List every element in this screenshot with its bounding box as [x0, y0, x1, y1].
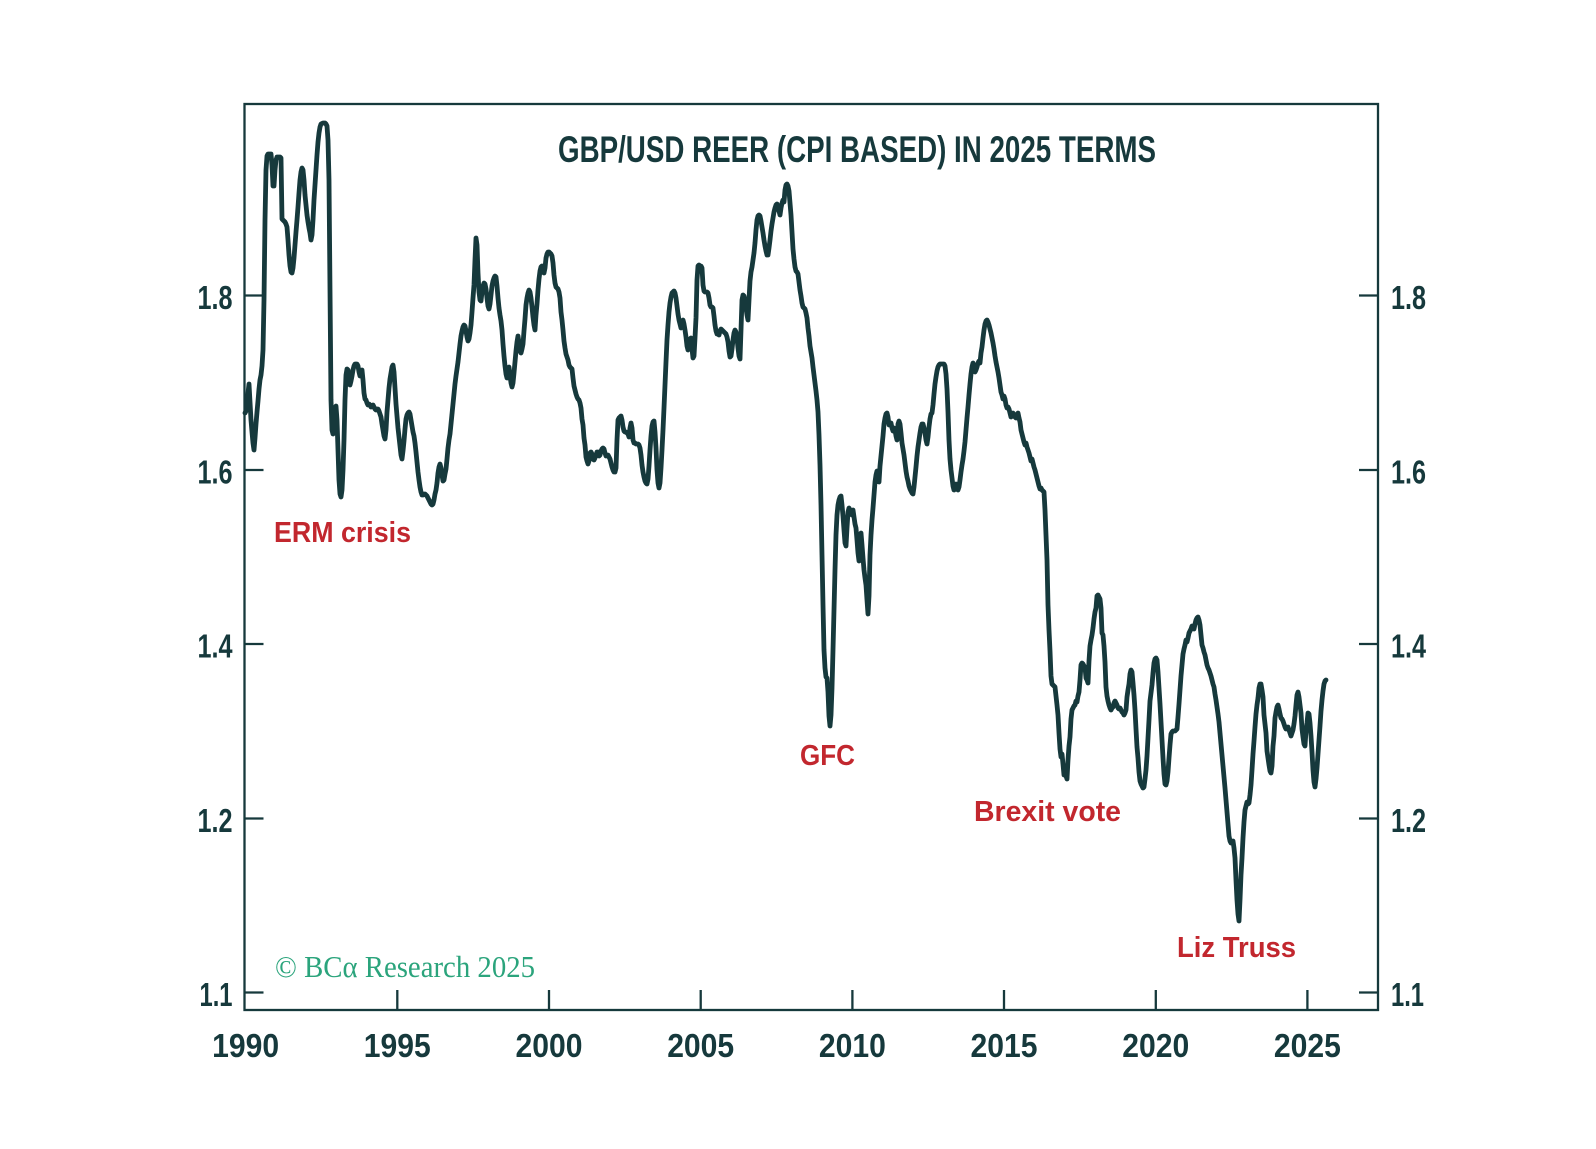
svg-text:1.6: 1.6: [1391, 454, 1426, 491]
svg-text:2025: 2025: [1274, 1027, 1341, 1064]
svg-text:GFC: GFC: [800, 740, 855, 772]
svg-text:Liz Truss: Liz Truss: [1177, 932, 1296, 964]
svg-text:2010: 2010: [819, 1027, 886, 1064]
svg-text:1995: 1995: [364, 1027, 431, 1064]
svg-text:1.4: 1.4: [1391, 628, 1426, 665]
svg-text:2015: 2015: [971, 1027, 1038, 1064]
svg-text:2000: 2000: [516, 1027, 583, 1064]
svg-text:Brexit vote: Brexit vote: [974, 796, 1121, 828]
svg-text:2020: 2020: [1122, 1027, 1189, 1064]
svg-text:1.2: 1.2: [1391, 802, 1426, 839]
svg-text:GBP/USD REER (CPI BASED) IN 20: GBP/USD REER (CPI BASED) IN 2025 TERMS: [558, 129, 1156, 170]
svg-text:© BCα Research 2025: © BCα Research 2025: [275, 949, 535, 984]
svg-text:1.1: 1.1: [1391, 976, 1424, 1013]
svg-text:1.2: 1.2: [198, 802, 233, 839]
svg-text:1990: 1990: [212, 1027, 279, 1064]
svg-text:1.6: 1.6: [198, 454, 233, 491]
svg-text:2005: 2005: [667, 1027, 734, 1064]
svg-text:1.1: 1.1: [200, 976, 233, 1013]
svg-text:1.8: 1.8: [198, 279, 233, 316]
svg-text:1.4: 1.4: [198, 628, 233, 665]
svg-text:ERM crisis: ERM crisis: [274, 517, 411, 549]
svg-text:1.8: 1.8: [1391, 279, 1426, 316]
